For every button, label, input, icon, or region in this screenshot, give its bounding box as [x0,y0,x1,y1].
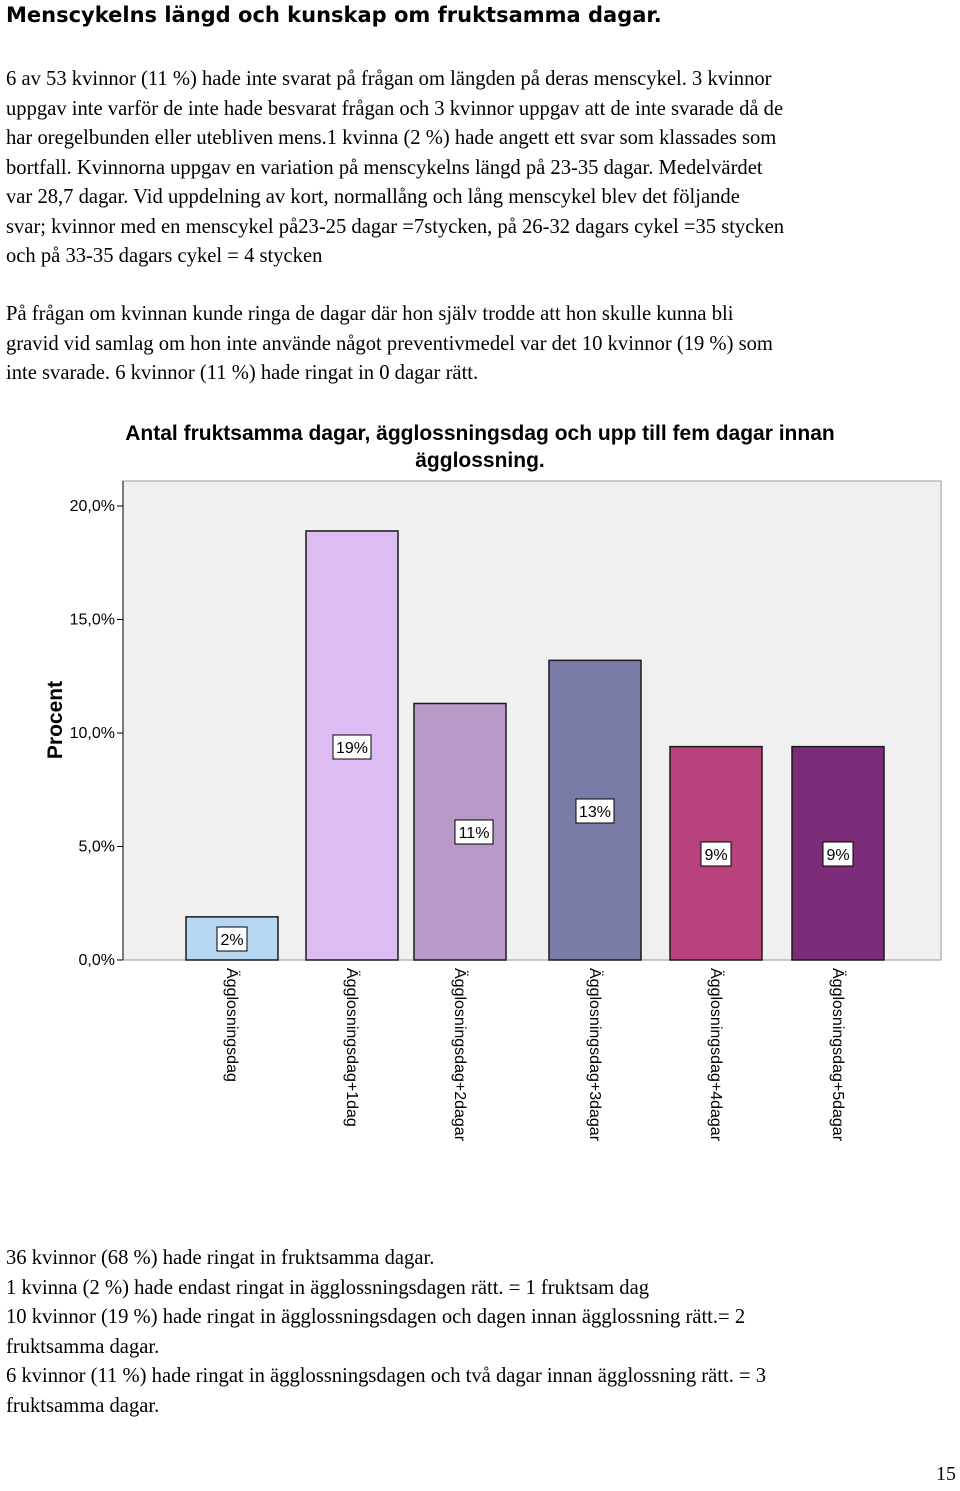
text-line: 6 av 53 kvinnor (11 %) hade inte svarat … [6,68,772,90]
paragraph-results-summary: 36 kvinnor (68 %) hade ringat in fruktsa… [6,1244,958,1421]
paragraph-cycle-length: 6 av 53 kvinnor (11 %) hade inte svarat … [6,65,958,272]
y-tick-label: 0,0% [79,952,115,969]
text-line: fruktsamma dagar. [6,1394,160,1417]
chart-title-line: ägglossning. [415,449,545,472]
y-axis-label: Procent [44,681,67,759]
data-label-box [454,819,494,845]
text-line: 10 kvinnor (19 %) hade ringat in äggloss… [6,1306,746,1328]
y-tick-label: 15,0% [70,612,115,629]
text-line: var 28,7 dagar. Vid uppdelning av kort, … [6,186,740,208]
data-label: 11% [459,825,490,842]
text-line: fruktsamma dagar. [6,1335,160,1358]
text-line: 36 kvinnor (68 %) hade ringat in fruktsa… [6,1247,435,1269]
category-label: Ägglosningsdag+3dagar [586,968,604,1142]
y-tick-label: 5,0% [79,839,115,856]
data-label: 9% [826,847,849,864]
data-label-box [700,841,732,867]
category-label: Ägglosningsdag [223,968,241,1082]
category-label: Ägglosningsdag+4dagar [707,968,725,1142]
text-line: har oregelbunden eller utebliven mens.1 … [6,127,777,149]
data-label-box [575,798,615,824]
text-line: 1 kvinna (2 %) hade endast ringat in ägg… [6,1276,650,1299]
paragraph-fertile-days-question: På frågan om kvinnan kunde ringa de daga… [6,300,958,389]
text-line: svar; kvinnor med en menscykel på23-25 d… [6,215,785,238]
chart-title-line: Antal fruktsamma dagar, ägglossningsdag … [125,422,835,445]
y-tick-label: 10,0% [70,725,115,742]
text-line: gravid vid samlag om hon inte använde nå… [6,332,773,355]
category-label: Ägglosningsdag+2dagar [451,968,469,1142]
text-line: inte svarade. 6 kvinnor (11 %) hade ring… [6,362,479,384]
text-line: uppgav inte varför de inte hade besvarat… [6,97,784,120]
chart-title: Antal fruktsamma dagar, ägglossningsdag … [40,420,920,474]
text-line: och på 33-35 dagars cykel = 4 stycken [6,245,323,267]
data-label: 19% [336,740,368,757]
category-label: Ägglosningsdag+5dagar [829,968,847,1142]
data-label: 2% [220,932,243,949]
data-label-box [332,734,372,760]
data-label-box [216,926,248,952]
data-label: 9% [704,847,727,864]
section-heading: Menscykelns längd och kunskap om fruktsa… [6,3,662,27]
category-label: Ägglosningsdag+1dag [343,968,361,1127]
data-label: 13% [579,804,611,821]
text-line: 6 kvinnor (11 %) hade ringat in ägglossn… [6,1365,767,1387]
text-line: På frågan om kvinnan kunde ringa de daga… [6,303,734,325]
text-line: bortfall. Kvinnorna uppgav en variation … [6,156,763,179]
y-tick-label: 20,0% [70,498,115,515]
page-number: 15 [936,1463,956,1485]
data-label-box [822,841,854,867]
